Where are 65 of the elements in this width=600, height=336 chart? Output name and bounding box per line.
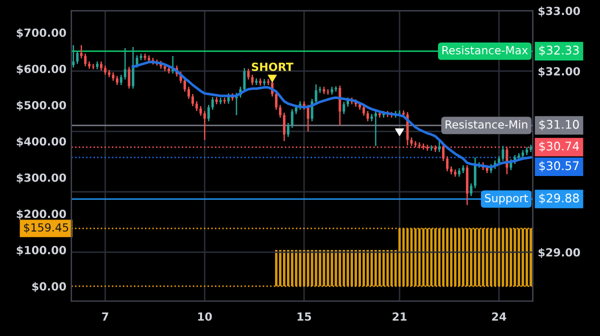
ref-line-label: $30.74 — [539, 141, 579, 152]
annotation: Support — [484, 194, 528, 204]
candlestick — [366, 110, 369, 122]
candlestick — [251, 74, 254, 86]
y2-tick-label: $400.00 — [16, 137, 66, 148]
candlestick — [76, 50, 79, 64]
x-tick-label: 7 — [102, 312, 108, 321]
ref-line-label: $29.88 — [539, 193, 579, 204]
candlestick — [188, 86, 190, 100]
candlestick — [306, 104, 310, 132]
candlestick — [120, 74, 122, 86]
candlestick — [275, 91, 278, 110]
x-tick-label: 24 — [492, 312, 506, 321]
candlestick — [100, 60, 102, 72]
candlestick — [338, 84, 342, 126]
candlestick — [104, 65, 106, 76]
y2-tick-label: $300.00 — [16, 173, 66, 184]
candlestick — [374, 110, 377, 147]
candlestick — [243, 67, 246, 92]
candlestick — [282, 112, 286, 142]
candlestick — [290, 108, 294, 128]
annotation: Resistance-Max — [442, 46, 528, 54]
candlestick — [362, 104, 365, 116]
ref-line-label: $159.45 — [24, 223, 68, 234]
y-tick-label: $32.00 — [538, 66, 580, 77]
candlestick — [211, 96, 214, 110]
candlestick — [342, 101, 346, 115]
candlestick — [247, 68, 250, 80]
candlestick — [438, 139, 441, 153]
ref-line-label: $31.10 — [539, 120, 579, 130]
y2-tick-label: $500.00 — [16, 100, 66, 111]
candlestick — [314, 84, 318, 104]
candlestick — [128, 66, 130, 90]
candlestick — [502, 145, 504, 162]
candlestick — [199, 105, 202, 116]
candlestick — [84, 52, 87, 67]
y2-tick-label: $600.00 — [16, 64, 66, 75]
candlestick — [278, 104, 282, 118]
x-tick-label: 15 — [298, 312, 312, 321]
y2-tick-label: $100.00 — [16, 246, 66, 256]
x-tick-label: 21 — [392, 312, 407, 321]
candlestick — [124, 48, 126, 80]
y2-tick-label: $700.00 — [16, 28, 66, 38]
candlestick — [80, 44, 83, 60]
candlestick — [470, 182, 472, 197]
y-tick-label: $29.00 — [538, 248, 580, 258]
x-tick-label: 10 — [198, 312, 212, 321]
ref-line-label: $30.57 — [539, 161, 579, 172]
candlestick — [191, 93, 194, 107]
annotation: Resistance-Min — [446, 120, 528, 129]
y2-tick-label: $200.00 — [16, 209, 66, 220]
candlestick — [474, 156, 476, 189]
candlestick — [446, 156, 449, 172]
candlestick — [72, 44, 75, 68]
candlestick — [442, 144, 445, 162]
ref-line-label: $32.33 — [539, 45, 579, 56]
candlestick — [116, 75, 118, 86]
candlestick — [184, 78, 186, 92]
candlestick — [286, 122, 290, 138]
y2-tick-label: $0.00 — [32, 282, 66, 292]
candlestick — [207, 104, 210, 122]
annotation: SHORT — [252, 62, 294, 72]
y-tick-label: $33.00 — [538, 6, 580, 17]
candlestick — [203, 110, 206, 141]
candlestick — [195, 100, 198, 112]
